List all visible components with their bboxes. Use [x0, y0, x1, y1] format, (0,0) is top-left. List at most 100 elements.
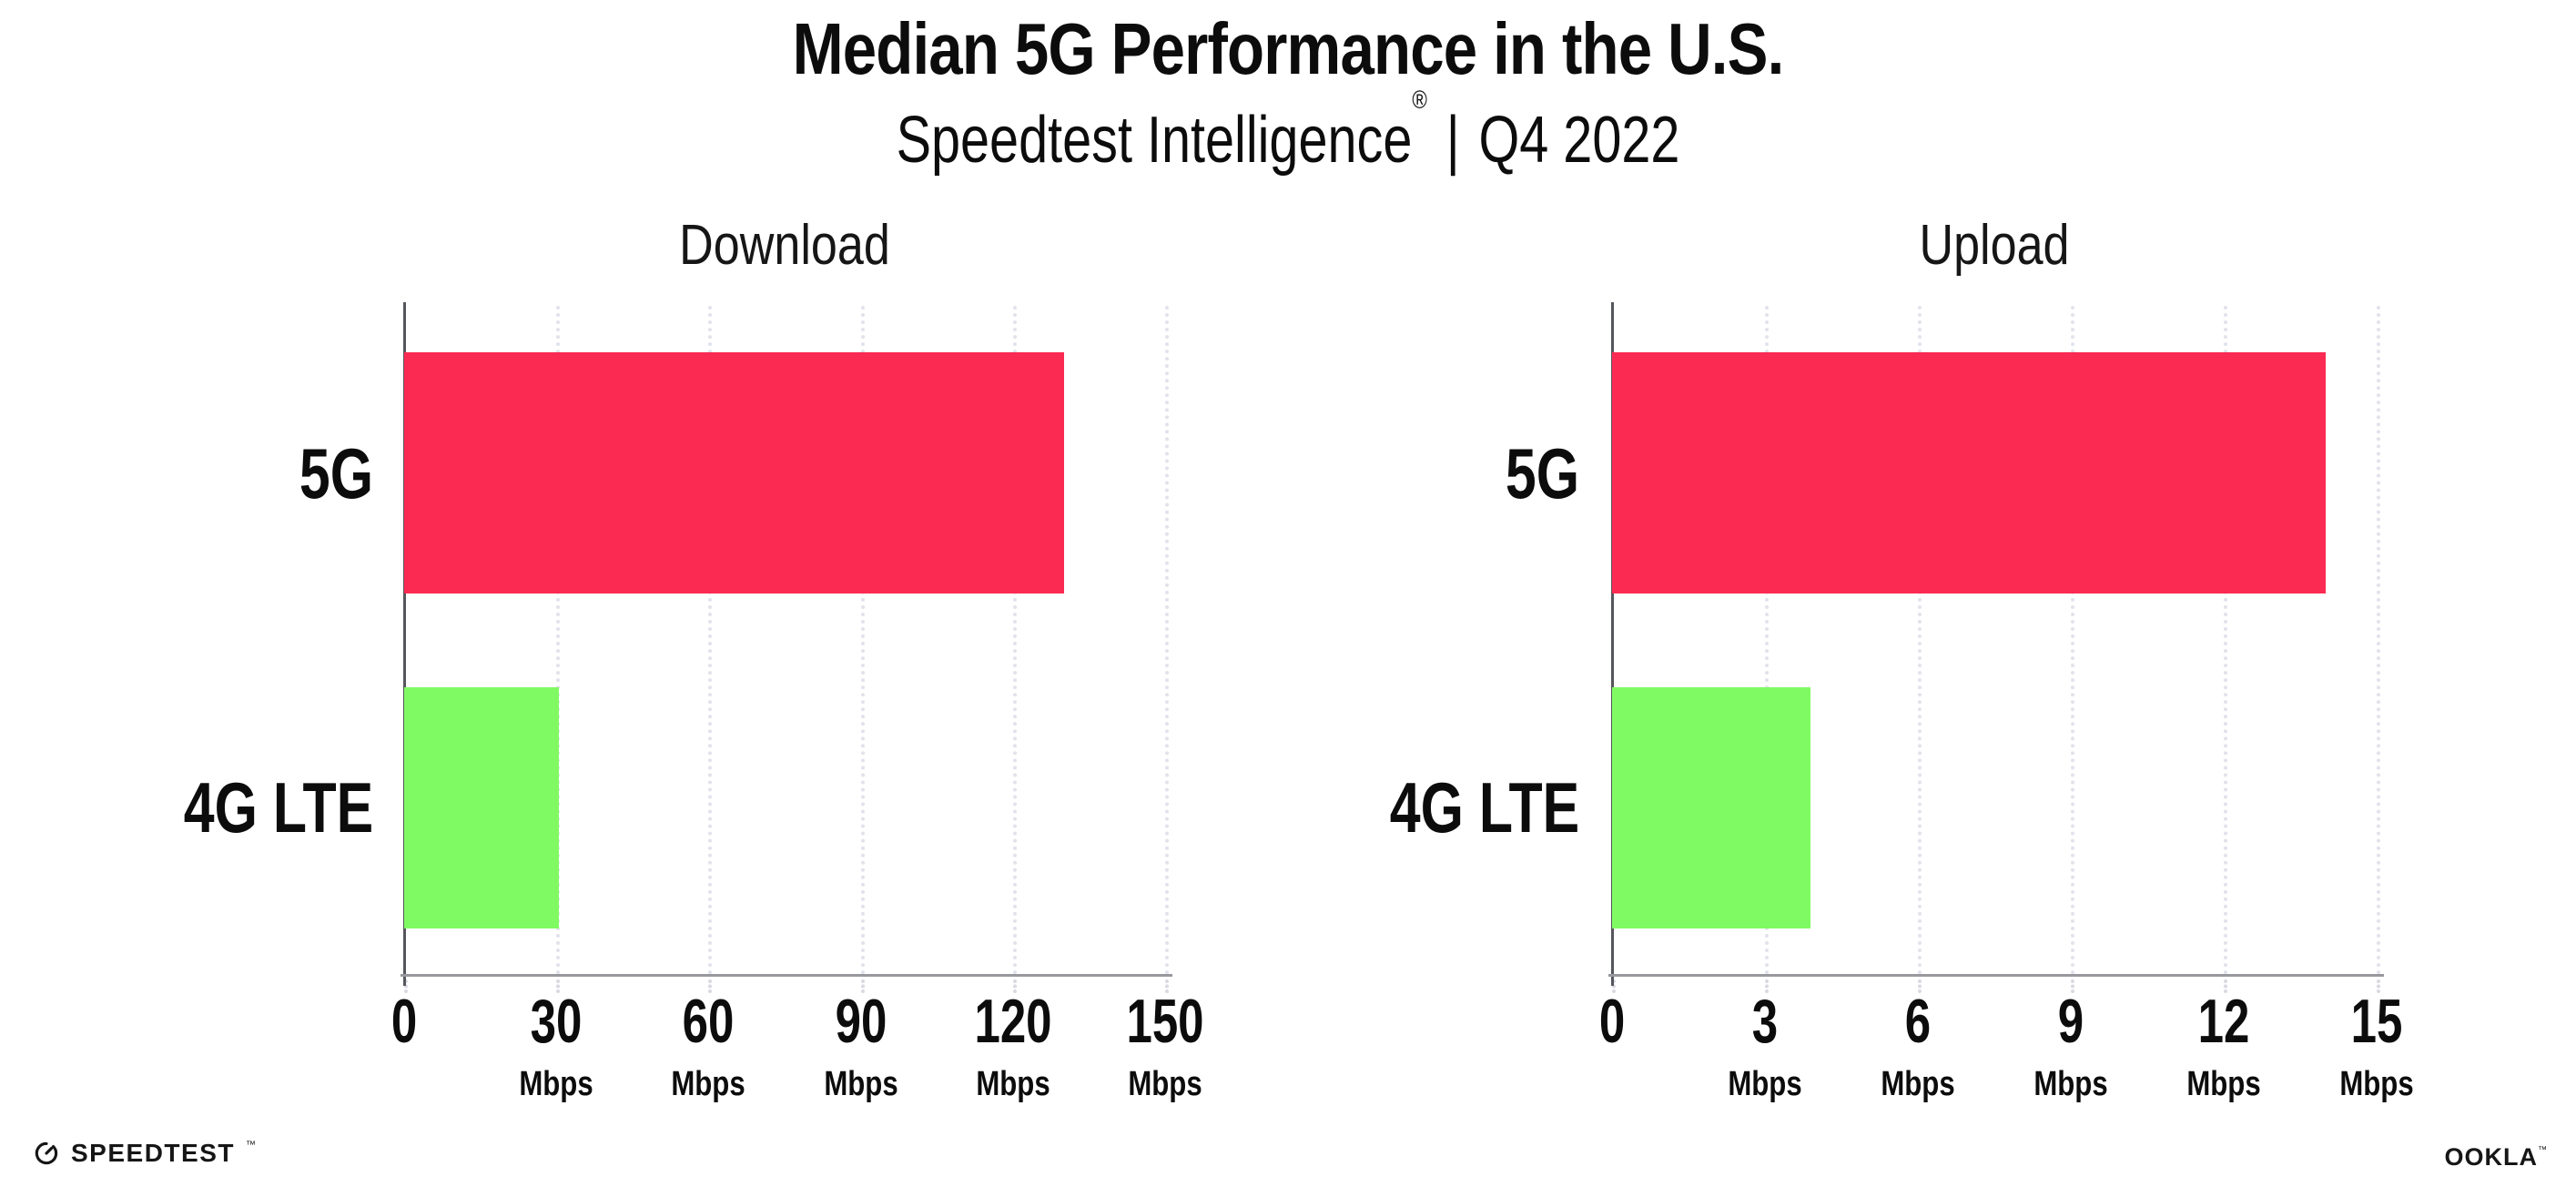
page-subtitle: Speedtest Intelligence® | Q4 2022	[258, 86, 2318, 177]
axis-tick-0	[1612, 979, 1616, 993]
y-axis-line	[1611, 302, 1614, 986]
x-tick-label-9: 9 Mbps	[2025, 990, 2115, 1101]
x-axis-line	[1608, 974, 2384, 977]
upload-plot-area	[1608, 302, 2384, 993]
tick-number-15: 15	[2350, 987, 2403, 1056]
gridline-15	[2377, 306, 2380, 975]
tick-unit-60: Mbps	[671, 1065, 746, 1103]
axis-tick-90	[860, 979, 865, 993]
category-label-5g: 5G	[1505, 432, 1579, 513]
tick-unit-12: Mbps	[2186, 1065, 2261, 1103]
bar-row-4g-lte	[1612, 641, 2377, 976]
upload-category-axis: 5G 4G LTE	[1261, 306, 1579, 975]
bar-row-5g	[1612, 306, 2377, 641]
category-row-5g: 5G	[1261, 306, 1579, 641]
gridline-120	[1012, 306, 1017, 975]
category-label-5g: 5G	[299, 432, 373, 513]
tick-number-3: 3	[1751, 987, 1779, 1056]
ookla-logo: OOKLA ™	[2445, 1145, 2548, 1170]
axis-tick-15	[2377, 979, 2380, 993]
subtitle-separator: |	[1445, 104, 1460, 177]
axis-tick-0	[404, 979, 408, 993]
bar-5g-download	[404, 352, 1064, 594]
speedtest-logo: SPEEDTEST ™	[33, 1140, 256, 1167]
tick-unit-3: Mbps	[1728, 1065, 1802, 1103]
bar-row-5g	[404, 306, 1165, 641]
x-tick-label-6: 6 Mbps	[1872, 990, 1962, 1101]
tick-number-60: 60	[683, 987, 735, 1056]
tick-number-0: 0	[390, 987, 418, 1056]
ookla-trademark-mark: ™	[2538, 1145, 2547, 1155]
speedtest-wordmark: SPEEDTEST	[71, 1139, 235, 1167]
upload-x-axis-labels: 0 3 Mbps 6 Mbps 9 Mbps 12 Mbps 15 Mbps	[1599, 990, 2414, 1118]
x-tick-label-3: 3 Mbps	[1719, 990, 1810, 1101]
tick-unit-30: Mbps	[519, 1065, 593, 1103]
category-label-4g-lte: 4G LTE	[1389, 767, 1579, 848]
tick-number-150: 150	[1126, 987, 1204, 1056]
x-tick-label-15: 15 Mbps	[2331, 990, 2421, 1101]
download-plot-area	[401, 302, 1172, 993]
gridline-150	[1165, 306, 1169, 975]
x-tick-label-60: 60 Mbps	[664, 990, 754, 1101]
subtitle-brand: Speedtest Intelligence	[896, 104, 1413, 177]
category-row-5g: 5G	[55, 306, 373, 641]
x-tick-label-120: 120 Mbps	[961, 990, 1064, 1101]
axis-tick-120	[1012, 979, 1017, 993]
tick-number-120: 120	[974, 987, 1052, 1056]
tick-unit-90: Mbps	[823, 1065, 898, 1103]
axis-tick-3	[1765, 979, 1769, 993]
tick-number-9: 9	[2057, 987, 2084, 1056]
x-tick-label-30: 30 Mbps	[512, 990, 602, 1101]
x-tick-label-90: 90 Mbps	[816, 990, 906, 1101]
bar-row-4g-lte	[404, 641, 1165, 976]
ookla-wordmark: OOKLA	[2444, 1143, 2538, 1171]
y-axis-line	[403, 302, 406, 986]
chart-title-download: Download	[679, 214, 890, 277]
page-title: Median 5G Performance in the U.S.	[792, 8, 1785, 89]
gridline-30	[556, 306, 561, 975]
subtitle-period: Q4 2022	[1478, 104, 1680, 177]
x-tick-label-0: 0	[1595, 990, 1629, 1052]
gridline-60	[708, 306, 713, 975]
axis-tick-9	[2071, 979, 2074, 993]
tick-number-90: 90	[835, 987, 887, 1056]
x-tick-label-12: 12 Mbps	[2178, 990, 2268, 1101]
tick-number-30: 30	[530, 987, 583, 1056]
speedtest-trademark-mark: ™	[245, 1140, 256, 1151]
bar-5g-upload	[1612, 352, 2326, 594]
header: Median 5G Performance in the U.S. Speedt…	[0, 8, 2576, 177]
tick-unit-15: Mbps	[2339, 1065, 2414, 1103]
category-row-4g-lte: 4G LTE	[55, 641, 373, 976]
x-tick-label-150: 150 Mbps	[1113, 990, 1216, 1101]
gridline-6	[1918, 306, 1922, 975]
gridline-12	[2224, 306, 2227, 975]
axis-tick-6	[1918, 979, 1922, 993]
axis-tick-12	[2224, 979, 2227, 993]
axis-tick-30	[556, 979, 561, 993]
axis-tick-60	[708, 979, 713, 993]
x-tick-label-0: 0	[387, 990, 421, 1052]
tick-unit-150: Mbps	[1128, 1065, 1202, 1103]
tick-number-6: 6	[1904, 987, 1932, 1056]
tick-number-0: 0	[1598, 987, 1626, 1056]
gauge-icon	[33, 1140, 60, 1167]
tick-number-12: 12	[2197, 987, 2250, 1056]
tick-unit-6: Mbps	[1881, 1065, 1955, 1103]
footer: SPEEDTEST ™ OOKLA ™	[0, 1132, 2576, 1187]
bar-4g-lte-upload	[1612, 686, 1811, 928]
gridline-9	[2071, 306, 2074, 975]
gridline-90	[860, 306, 865, 975]
gridline-3	[1765, 306, 1769, 975]
download-category-axis: 5G 4G LTE	[55, 306, 373, 975]
bar-4g-lte-download	[404, 686, 559, 928]
x-axis-line	[401, 974, 1172, 977]
chart-title-upload: Upload	[1919, 214, 2070, 277]
category-label-4g-lte: 4G LTE	[183, 767, 373, 848]
tick-unit-120: Mbps	[976, 1065, 1050, 1103]
registered-trademark-mark: ®	[1412, 86, 1427, 114]
category-row-4g-lte: 4G LTE	[1261, 641, 1579, 976]
axis-tick-150	[1165, 979, 1169, 993]
download-x-axis-labels: 0 30 Mbps 60 Mbps 90 Mbps 120 Mbps 150 Mbps	[391, 990, 1204, 1118]
tick-unit-9: Mbps	[2033, 1065, 2108, 1103]
